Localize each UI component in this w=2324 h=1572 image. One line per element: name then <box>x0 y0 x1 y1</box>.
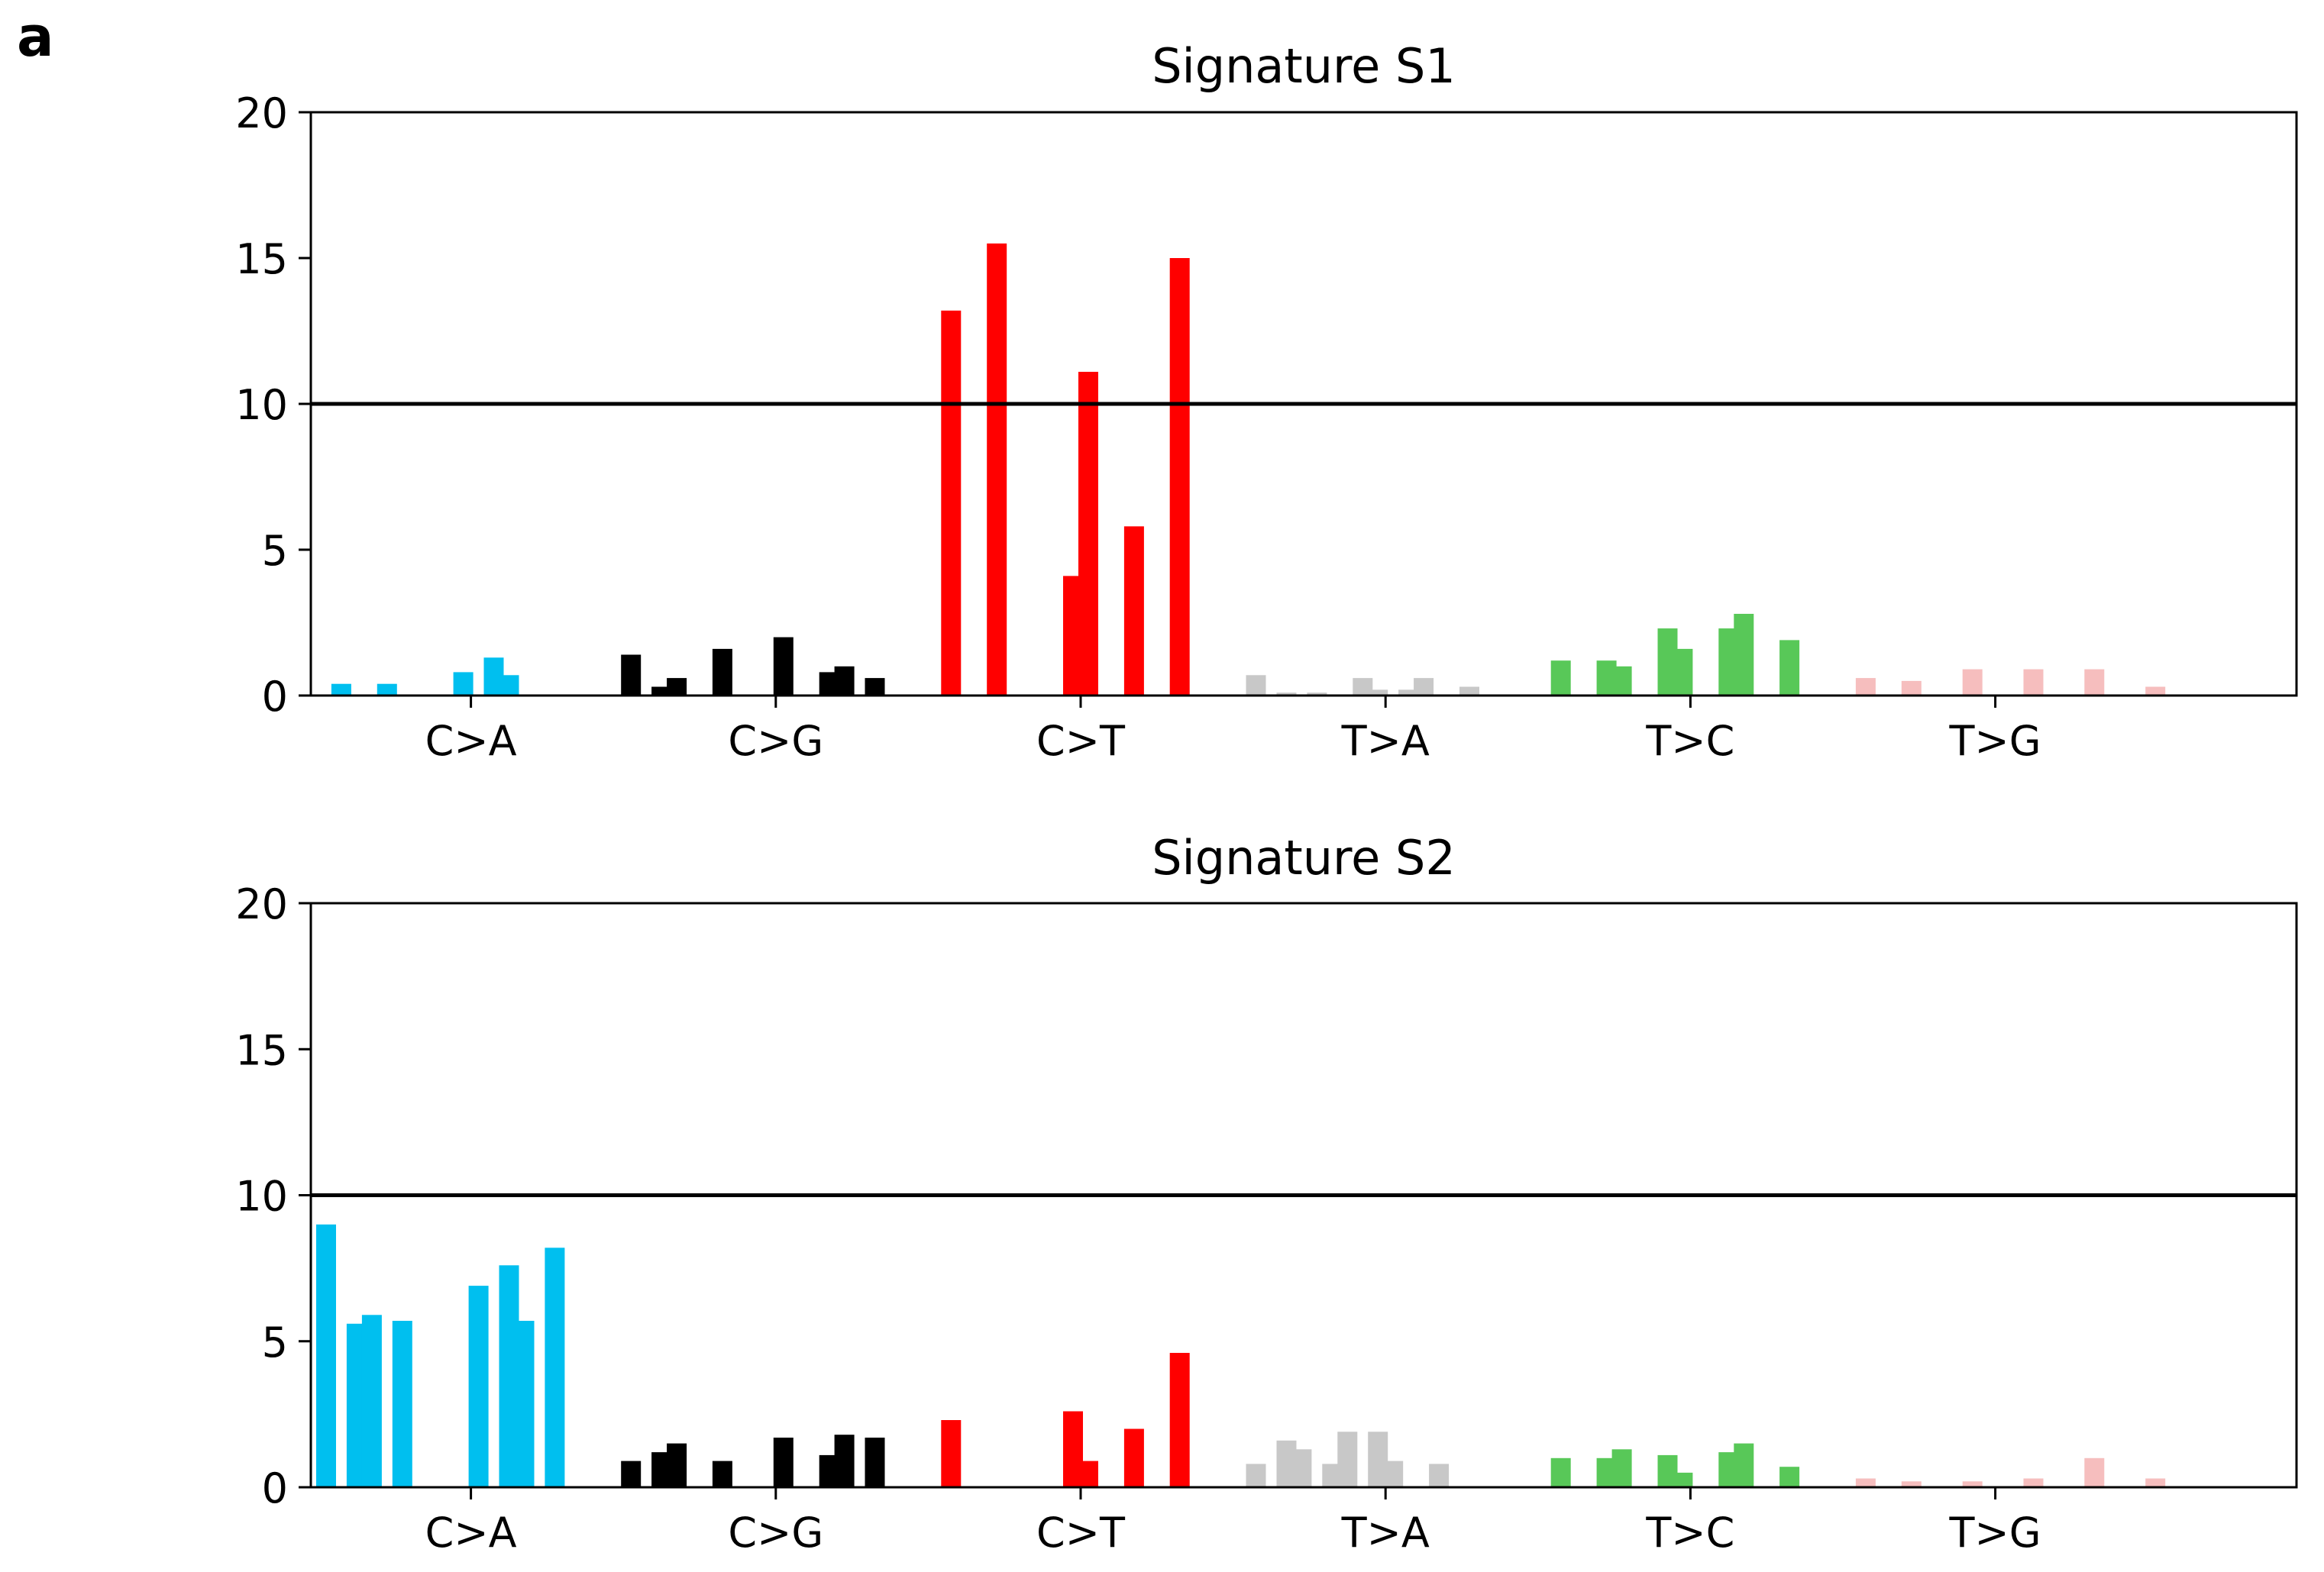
bar-T-C-5 <box>1611 666 1632 696</box>
bar-T-G-1 <box>1855 1478 1876 1487</box>
y-tick-label: 5 <box>262 1319 288 1367</box>
bar-T-G-16 <box>2084 669 2105 696</box>
bar-T-G-4 <box>1901 680 1922 696</box>
bar-C-T-10 <box>1078 372 1098 696</box>
bar-C-T-4 <box>987 243 1007 696</box>
bar-C-G-10 <box>773 1438 794 1487</box>
bar-C-G-16 <box>865 678 885 696</box>
bar-C-T-10 <box>1078 1461 1098 1487</box>
y-tick-label: 20 <box>235 880 288 928</box>
bar-C-A-9 <box>453 672 474 696</box>
x-tick-label: C>G <box>728 717 823 765</box>
bar-T-G-8 <box>1962 1481 1983 1487</box>
bar-T-A-7 <box>1337 1432 1358 1487</box>
y-tick-label: 15 <box>235 235 288 283</box>
bar-T-C-13 <box>1734 614 1754 696</box>
bar-T-C-13 <box>1734 1443 1754 1487</box>
bar-T-A-10 <box>1383 1461 1404 1487</box>
bar-T-A-13 <box>1429 1464 1450 1487</box>
bar-T-A-1 <box>1246 1464 1266 1487</box>
bar-C-G-0 <box>621 1461 642 1487</box>
bar-C-T-13 <box>1123 1428 1144 1487</box>
bar-C-A-3 <box>361 1315 382 1487</box>
bar-T-G-16 <box>2084 1457 2105 1488</box>
bar-T-A-9 <box>1368 689 1388 696</box>
x-tick-label: T>C <box>1645 1509 1734 1557</box>
bar-C-G-16 <box>865 1438 885 1487</box>
bar-T-G-8 <box>1962 669 1983 696</box>
plot-frame <box>309 111 2298 697</box>
y-tick-label: 10 <box>235 1173 288 1221</box>
y-tick-label: 0 <box>262 1464 288 1512</box>
bar-C-G-3 <box>667 678 687 696</box>
y-tick-label: 15 <box>235 1026 288 1074</box>
bar-T-A-1 <box>1246 675 1266 696</box>
bar-C-A-1 <box>331 683 351 696</box>
bar-C-T-16 <box>1169 1353 1190 1487</box>
x-tick-label: C>T <box>1036 717 1126 765</box>
bar-C-A-0 <box>316 1224 336 1488</box>
bar-C-G-0 <box>621 654 642 696</box>
bar-T-G-1 <box>1855 678 1876 696</box>
bar-T-A-11 <box>1398 689 1419 696</box>
chart-panel-2: Signature S2 0 5 10 15 20 C>A C>G C>T T>A T>C T>G <box>235 830 2298 1557</box>
chart-title: Signature S1 <box>1152 38 1456 94</box>
bar-T-C-1 <box>1550 1457 1571 1488</box>
y-tick-label: 20 <box>235 89 288 137</box>
x-tick-label: T>C <box>1645 717 1734 765</box>
bar-C-G-10 <box>773 637 794 696</box>
bar-C-A-10 <box>468 1286 489 1487</box>
x-tick-label: T>G <box>1949 1509 2041 1557</box>
bar-T-C-16 <box>1779 1467 1800 1487</box>
bar-T-G-4 <box>1901 1481 1922 1487</box>
x-tick-label: T>G <box>1949 717 2041 765</box>
bar-T-A-3 <box>1276 692 1297 696</box>
bar-C-T-13 <box>1123 526 1144 696</box>
x-tick-label: C>A <box>425 717 517 765</box>
y-tick-label: 10 <box>235 381 288 429</box>
bar-C-A-15 <box>545 1248 565 1487</box>
x-tick-label: C>A <box>425 1509 517 1557</box>
chart-title: Signature S2 <box>1152 830 1456 886</box>
bar-C-G-14 <box>834 1435 855 1487</box>
bar-C-A-4 <box>377 683 397 696</box>
bar-T-G-12 <box>2023 669 2044 696</box>
x-tick-label: T>A <box>1341 717 1430 765</box>
bar-T-A-8 <box>1353 678 1373 696</box>
bar-C-A-12 <box>499 675 519 696</box>
x-tick-label: C>T <box>1036 1509 1126 1557</box>
x-tick-label: C>G <box>728 1509 823 1557</box>
y-tick-label: 0 <box>262 673 288 721</box>
panel-label: a <box>17 5 54 69</box>
bar-T-A-12 <box>1414 678 1434 696</box>
y-tick-label: 5 <box>262 527 288 575</box>
bar-C-G-6 <box>712 648 732 696</box>
bar-T-C-1 <box>1550 660 1571 696</box>
bar-T-G-12 <box>2023 1478 2044 1487</box>
bar-T-C-5 <box>1611 1449 1632 1487</box>
bar-C-G-3 <box>667 1443 687 1487</box>
bar-C-T-1 <box>941 1420 962 1487</box>
bar-C-G-2 <box>651 686 672 696</box>
x-tick-label: T>A <box>1341 1509 1430 1557</box>
bar-C-G-14 <box>834 666 855 696</box>
bar-T-C-9 <box>1673 1472 1693 1487</box>
bar-C-A-13 <box>514 1321 535 1487</box>
bar-T-G-20 <box>2145 1478 2166 1487</box>
chart-panel-1: Signature S1 0 5 10 15 20 C>A C>G C>T T>A T>C T>G <box>235 38 2298 765</box>
bar-C-G-6 <box>712 1461 732 1487</box>
bar-C-A-5 <box>392 1321 412 1487</box>
bar-T-C-9 <box>1673 648 1693 696</box>
bar-T-G-20 <box>2145 686 2166 696</box>
plot-frame <box>309 902 2298 1489</box>
bar-C-T-1 <box>941 310 962 696</box>
bar-T-A-5 <box>1307 692 1327 696</box>
bar-T-C-16 <box>1779 640 1800 696</box>
bar-C-T-16 <box>1169 258 1190 696</box>
bar-T-A-15 <box>1459 686 1479 696</box>
bar-T-A-4 <box>1291 1449 1312 1487</box>
